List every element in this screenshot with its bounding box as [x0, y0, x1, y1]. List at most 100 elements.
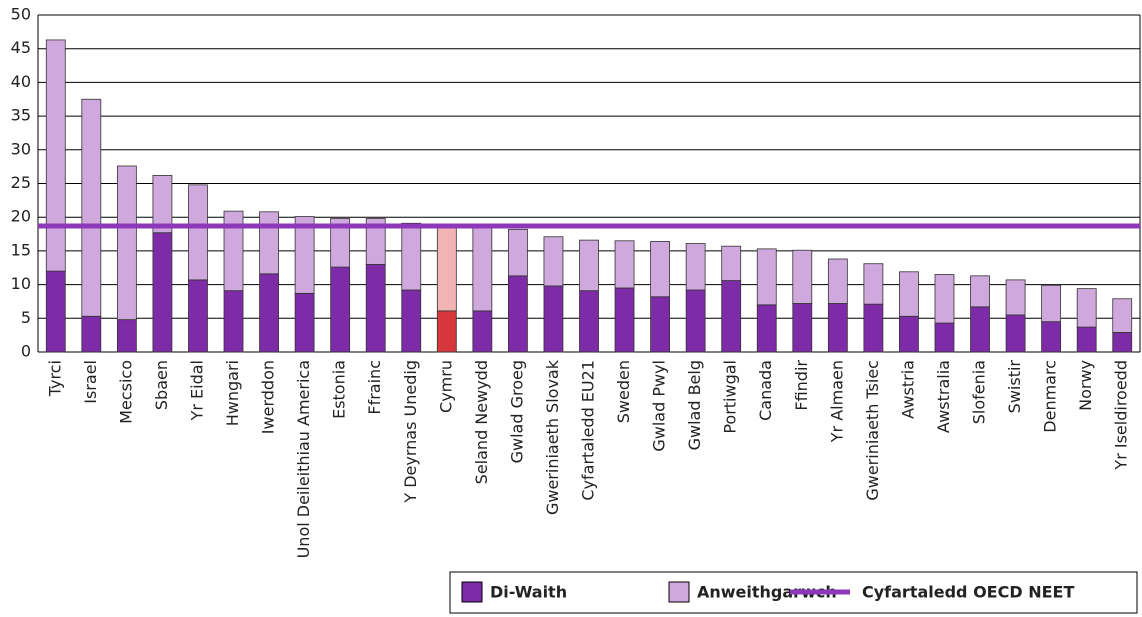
legend-label: Cyfartaledd OECD NEET: [862, 583, 1074, 602]
x-tick-label: Gwlad Pwyl: [650, 360, 669, 452]
x-tick-label: Cymru: [436, 360, 455, 413]
bar-segment: [970, 275, 990, 308]
bar-segment: [1076, 288, 1097, 328]
bar-segment: [1112, 298, 1133, 333]
bar-segment: [614, 287, 635, 353]
legend-label: Di-Waith: [490, 583, 567, 602]
y-tick-label: 0: [21, 342, 31, 361]
bar-segment: [223, 290, 244, 353]
bar-segment: [614, 240, 635, 289]
x-tick-label: Slofenia: [970, 360, 989, 424]
y-tick-label: 30: [11, 139, 31, 158]
bar-segment: [1005, 314, 1026, 353]
bar-segment: [365, 263, 386, 353]
x-tick-label: Norwy: [1076, 360, 1095, 411]
bar-segment: [827, 303, 848, 353]
bar-segment: [259, 211, 279, 275]
bar-segment: [188, 184, 208, 281]
bar-segment: [792, 303, 813, 353]
bar-segment: [756, 304, 777, 353]
bar-segment: [650, 296, 670, 353]
y-tick-label: 45: [11, 38, 31, 57]
bar-segment: [45, 270, 66, 353]
x-tick-label: Gwlad Belg: [685, 360, 704, 450]
y-tick-label: 25: [11, 173, 31, 192]
bar-segment: [543, 236, 564, 287]
x-tick-label: Denmarc: [1041, 360, 1060, 433]
bar-segment: [863, 303, 884, 353]
x-tick-label: Yr Iseldiroedd: [1112, 360, 1131, 471]
bar-segment: [579, 290, 599, 353]
x-tick-label: Awstria: [898, 360, 917, 419]
bar-segment: [1112, 332, 1133, 353]
bar-segment: [116, 165, 137, 321]
x-tick-label: Gweriniaeth Slovak: [543, 359, 562, 515]
x-tick-label: Sbaen: [152, 360, 171, 410]
y-tick-label: 5: [21, 308, 31, 327]
bar-segment: [472, 226, 493, 312]
x-tick-label: Swistir: [1005, 360, 1024, 414]
bar-segment: [472, 310, 493, 353]
x-tick-label: Ffindir: [792, 360, 811, 411]
x-tick-label: Portiwgal: [721, 360, 740, 434]
x-tick-label: Cyfartaledd EU21: [579, 360, 598, 501]
bar-segment: [863, 263, 884, 305]
bar-segment: [436, 310, 457, 353]
bar-segment: [1076, 326, 1097, 353]
bar-segment: [401, 289, 422, 353]
bar-segment: [259, 273, 279, 353]
bar-segment: [721, 245, 742, 281]
legend-swatch: [461, 581, 483, 603]
bar-segment: [934, 274, 955, 324]
y-tick-label: 40: [11, 72, 31, 91]
legend-label: Anweithgarwch: [697, 583, 837, 602]
x-tick-label: Y Deyrnas Unedig: [401, 360, 420, 504]
y-tick-label: 20: [11, 207, 31, 226]
x-tick-label: Sweden: [614, 360, 633, 423]
bar-segment: [330, 218, 351, 268]
x-tick-label: Ffrainc: [365, 360, 384, 415]
bar-segment: [330, 266, 351, 353]
bar-segment: [579, 239, 599, 292]
x-tick-label: Canada: [756, 360, 775, 421]
bar-segment: [116, 319, 137, 353]
bar-segment: [543, 285, 564, 353]
x-tick-label: Awstralia: [934, 360, 953, 433]
x-tick-label: Seland Newydd: [472, 360, 491, 484]
bar-segment: [650, 241, 670, 298]
x-tick-label: Mecsico: [116, 360, 135, 424]
bar-segment: [294, 292, 315, 353]
x-tick-label: Iwerddon: [259, 360, 278, 434]
x-tick-label: Israel: [81, 360, 100, 404]
bar-segment: [792, 249, 813, 304]
bar-segment: [45, 39, 66, 272]
x-tick-label: Unol Deileithiau America: [294, 360, 313, 558]
bar-segment: [1041, 284, 1062, 323]
legend-swatch: [668, 581, 690, 603]
y-tick-label: 35: [11, 106, 31, 125]
bar-segment: [188, 279, 208, 353]
bar-segment: [756, 248, 777, 306]
bar-segment: [899, 315, 919, 353]
bar-segment: [508, 228, 528, 277]
bar-segment: [81, 315, 102, 353]
bar-segment: [152, 175, 173, 234]
bar-segment: [1041, 321, 1062, 353]
bar-segment: [934, 322, 955, 353]
x-tick-label: Gwlad Groeg: [507, 360, 526, 463]
bar-segment: [365, 218, 386, 265]
y-tick-label: 15: [11, 240, 31, 259]
y-tick-label: 10: [11, 274, 31, 293]
x-tick-label: Tyrci: [45, 360, 64, 397]
bar-segment: [401, 222, 422, 291]
x-tick-label: Gweriniaeth Tsiec: [863, 360, 882, 501]
bar-segment: [223, 210, 244, 292]
bar-segment: [1005, 279, 1026, 316]
x-tick-label: Yr Eidal: [187, 360, 206, 421]
bar-segment: [685, 289, 706, 353]
bar-segment: [899, 271, 919, 317]
bar-segment: [152, 232, 173, 353]
x-tick-label: Hwngari: [223, 360, 242, 426]
bar-segment: [294, 216, 315, 294]
